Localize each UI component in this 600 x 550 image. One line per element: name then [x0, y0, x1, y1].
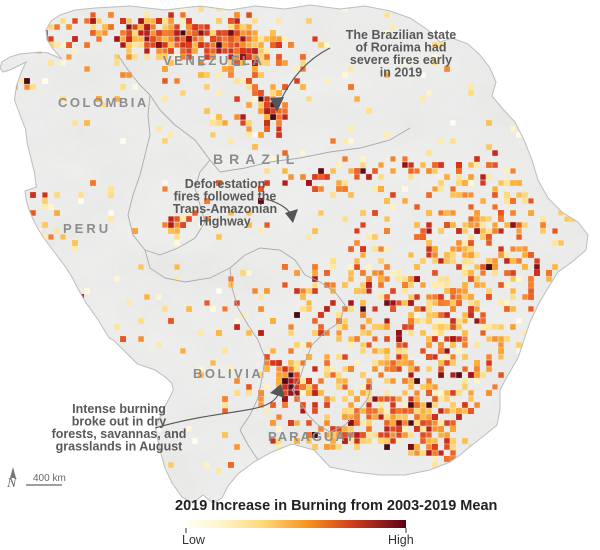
svg-text:400 km: 400 km: [33, 473, 66, 484]
svg-text:BRAZIL: BRAZIL: [213, 151, 300, 167]
svg-text:Highway: Highway: [199, 215, 250, 229]
svg-text:High: High: [388, 533, 414, 547]
svg-text:2019 Increase in Burning from: 2019 Increase in Burning from 2003-2019 …: [175, 498, 497, 514]
svg-text:COLOMBIA: COLOMBIA: [58, 95, 149, 110]
svg-text:PERU: PERU: [63, 221, 111, 236]
svg-text:in 2019: in 2019: [380, 66, 422, 80]
svg-text:PARAGUAY: PARAGUAY: [268, 429, 356, 444]
svg-text:BOLIVIA: BOLIVIA: [193, 366, 263, 381]
svg-text:VENEZUELA: VENEZUELA: [163, 53, 264, 68]
svg-text:N: N: [6, 476, 17, 491]
svg-text:grasslands in August: grasslands in August: [56, 440, 183, 454]
svg-text:Low: Low: [182, 533, 206, 547]
